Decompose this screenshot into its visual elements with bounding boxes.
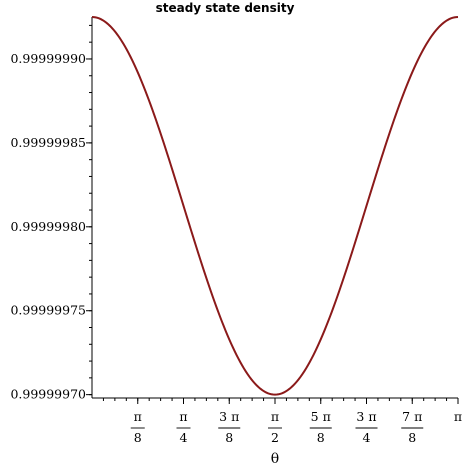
x-axis-label: θ [271, 451, 279, 467]
y-ticks: 0.99999970 0.99999975 0.99999980 0.99999985… [10, 24, 92, 402]
x-tick-denominator: 2 [271, 430, 279, 445]
x-tick-numerator: π [134, 409, 142, 424]
y-tick-label: 0.99999990 [10, 51, 86, 66]
y-tick-label: 0.99999980 [10, 219, 86, 234]
x-tick-label: 5 π8 [309, 409, 332, 445]
x-tick-label: π8 [130, 409, 145, 445]
x-tick-numerator: π [271, 409, 279, 424]
x-tick-label: π4 [176, 409, 191, 445]
y-tick-label: 0.99999970 [10, 387, 86, 402]
axes [91, 17, 458, 399]
x-tick-denominator: 4 [180, 430, 188, 445]
x-tick-denominator: 8 [408, 430, 416, 445]
chart-title: steady state density [156, 1, 295, 15]
x-tick-numerator: 5 π [311, 409, 331, 424]
y-tick-label: 0.99999975 [10, 303, 86, 318]
x-tick-numerator: 7 π [402, 409, 422, 424]
x-tick-denominator: 4 [363, 430, 371, 445]
x-tick-denominator: 8 [134, 430, 142, 445]
x-tick-label: 3 π8 [218, 409, 241, 445]
x-tick-denominator: 8 [225, 430, 233, 445]
x-tick-label: 7 π8 [401, 409, 424, 445]
x-tick-label: 3 π4 [355, 409, 378, 445]
series [91, 16, 459, 396]
x-tick-numerator: π [454, 409, 462, 424]
y-tick-label: 0.99999985 [10, 135, 86, 150]
x-tick-denominator: 8 [317, 430, 325, 445]
x-tick-label: π [454, 409, 462, 424]
series-line [91, 16, 459, 396]
x-tick-numerator: π [179, 409, 187, 424]
x-tick-label: π2 [268, 409, 282, 445]
x-tick-numerator: 3 π [356, 409, 376, 424]
x-tick-numerator: 3 π [219, 409, 239, 424]
